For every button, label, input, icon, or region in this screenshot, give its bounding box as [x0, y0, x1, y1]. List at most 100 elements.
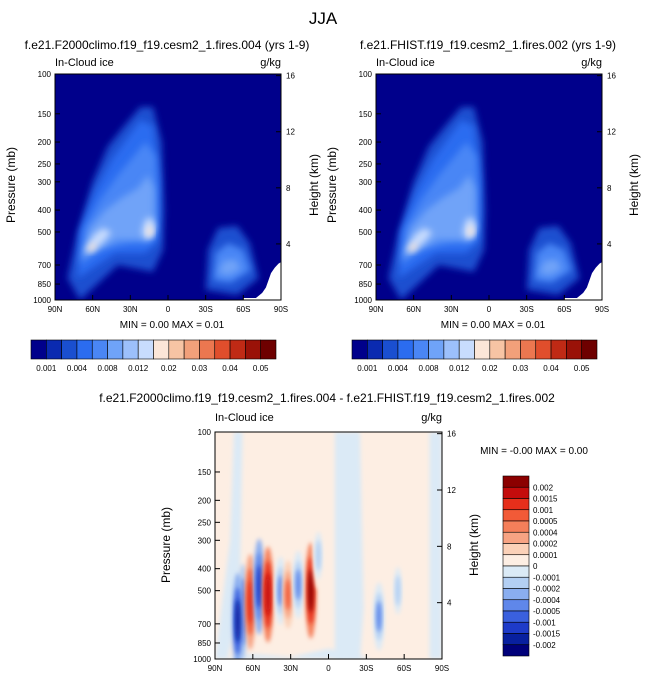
- colorbar-swatch: [502, 486, 530, 499]
- anomaly-blob: [285, 579, 291, 610]
- panel-f2000climo: f.e21.F2000climo.f19_f19.cesm2_1.fires.0…: [4, 38, 321, 373]
- contour-level: [86, 243, 98, 252]
- x-tick-label: 30S: [199, 305, 213, 314]
- colorbar-swatch: [504, 339, 521, 360]
- colorbar-swatch: [367, 339, 383, 360]
- colorbar-swatch: [566, 339, 582, 360]
- y-right-tick-label: 12: [286, 128, 295, 137]
- y-tick-label: 1000: [193, 655, 211, 664]
- colorbar-label: 0.02: [482, 364, 498, 373]
- panel-title: f.e21.FHIST.f19_f19.cesm2_1.fires.002 (y…: [360, 38, 616, 52]
- x-tick-label: 30N: [123, 305, 138, 314]
- anomaly-blob: [315, 540, 321, 571]
- contour-level: [218, 259, 241, 276]
- colorbar-label: -0.001: [533, 618, 556, 627]
- minmax-text: MIN = -0.00 MAX = 0.00: [480, 446, 588, 457]
- colorbar-swatch: [502, 621, 530, 634]
- colorbar-swatch: [502, 633, 530, 646]
- colorbar-swatch: [502, 588, 530, 601]
- colorbar-swatch: [107, 339, 124, 360]
- colorbar-swatch: [382, 339, 399, 360]
- colorbar-label: 0.004: [388, 364, 409, 373]
- contour-level: [215, 648, 373, 659]
- colorbar-swatch: [474, 339, 491, 360]
- colorbar-swatch: [137, 339, 154, 360]
- y-right-tick-label: 16: [607, 72, 616, 81]
- y-right-tick-label: 16: [447, 430, 456, 439]
- colorbar-label: 0.0001: [533, 551, 558, 560]
- x-tick-label: 60N: [245, 664, 260, 673]
- anomaly-blob: [376, 601, 382, 632]
- anomaly-blob: [295, 569, 301, 600]
- y-tick-label: 250: [38, 160, 52, 169]
- colorbar-swatch: [245, 339, 261, 360]
- colorbar-label: 0.0004: [533, 528, 558, 537]
- colorbar-swatch: [502, 509, 530, 522]
- colorbar-label: 0.03: [192, 364, 208, 373]
- colorbar-swatch: [502, 599, 530, 612]
- x-tick-label: 60N: [85, 305, 100, 314]
- colorbar-swatch: [122, 339, 139, 360]
- colorbar-swatch: [502, 531, 530, 544]
- colorbar-swatch: [199, 339, 216, 360]
- colorbar-swatch: [46, 339, 62, 360]
- colorbar-label: -0.0015: [533, 630, 561, 639]
- x-tick-label: 30S: [520, 305, 534, 314]
- y-tick-label: 500: [359, 228, 373, 237]
- contour-level: [429, 432, 442, 659]
- x-tick-label: 60S: [557, 305, 571, 314]
- x-tick-label: 0: [166, 305, 171, 314]
- minmax-text: MIN = 0.00 MAX = 0.01: [120, 320, 225, 331]
- panel-title: f.e21.F2000climo.f19_f19.cesm2_1.fires.0…: [25, 38, 310, 52]
- anomaly-blob: [308, 569, 314, 613]
- colorbar-label: 0.04: [543, 364, 559, 373]
- y-tick-label: 300: [359, 178, 373, 187]
- anomaly-blob: [265, 572, 271, 617]
- panel-subtitle-left: In-Cloud ice: [55, 57, 114, 69]
- y-right-tick-label: 4: [286, 240, 291, 249]
- panel-subtitle-left: In-Cloud ice: [215, 412, 274, 424]
- anomaly-blob: [395, 575, 401, 606]
- colorbar-swatch: [30, 339, 47, 360]
- x-tick-label: 90N: [48, 305, 63, 314]
- y-tick-label: 100: [359, 70, 373, 79]
- colorbar-label: -0.0001: [533, 573, 561, 582]
- colorbar-swatch: [443, 339, 460, 360]
- y-tick-label: 400: [198, 565, 212, 574]
- contour-level: [407, 243, 419, 252]
- panel-difference: f.e21.F2000climo.f19_f19.cesm2_1.fires.0…: [99, 391, 588, 673]
- panel-subtitle-right: g/kg: [581, 57, 602, 69]
- colorbar-label: 0.008: [98, 364, 119, 373]
- y-tick-label: 850: [359, 280, 373, 289]
- contour-level: [467, 225, 474, 236]
- colorbar-label: -0.0005: [533, 607, 561, 616]
- y-tick-label: 200: [38, 138, 52, 147]
- y-tick-label: 250: [359, 160, 373, 169]
- y-tick-label: 100: [38, 70, 52, 79]
- y-tick-label: 200: [198, 496, 212, 505]
- colorbar-swatch: [214, 339, 231, 360]
- x-tick-label: 0: [326, 664, 331, 673]
- x-tick-label: 90S: [274, 305, 288, 314]
- terrain-mask: [243, 262, 281, 300]
- x-tick-label: 60S: [236, 305, 250, 314]
- contour-field: [67, 107, 281, 300]
- y-tick-label: 400: [38, 206, 52, 215]
- y-axis-title: Pressure (mb): [325, 147, 339, 223]
- y-tick-label: 200: [359, 138, 373, 147]
- y-tick-label: 1000: [354, 296, 372, 305]
- colorbar-swatch: [502, 565, 530, 578]
- colorbar-swatch: [502, 576, 530, 589]
- colorbar: 0.001 0.004 0.008 0.012 0.02 0.03 0.04 0.05: [351, 339, 598, 373]
- colorbar-label: 0.05: [574, 364, 590, 373]
- colorbar-swatch: [535, 339, 552, 360]
- colorbar-swatch: [260, 339, 277, 360]
- colorbar-swatch: [351, 339, 368, 360]
- panel-subtitle-right: g/kg: [260, 57, 281, 69]
- x-tick-label: 60N: [406, 305, 421, 314]
- colorbar-swatch: [489, 339, 506, 360]
- y-axis-right-title: Height (km): [307, 154, 321, 216]
- colorbar-label: 0: [533, 562, 538, 571]
- colorbar-label: 0.03: [513, 364, 529, 373]
- colorbar-label: 0.0015: [533, 495, 558, 504]
